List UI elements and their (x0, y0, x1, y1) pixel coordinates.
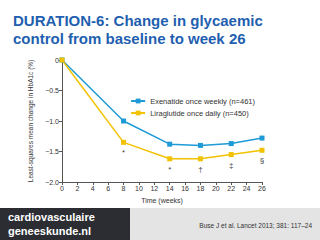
svg-text:*: * (168, 165, 171, 174)
svg-text:0: 0 (60, 185, 64, 192)
svg-text:12: 12 (150, 185, 158, 192)
svg-text:Time (weeks): Time (weeks) (141, 197, 183, 205)
svg-text:2: 2 (75, 185, 79, 192)
svg-text:*: * (122, 148, 125, 157)
svg-text:Exenatide once weekly (n=461): Exenatide once weekly (n=461) (150, 97, 255, 106)
svg-text:14: 14 (166, 185, 174, 192)
svg-text:Least-squares mean change in H: Least-squares mean change in HbA1c (%) (27, 60, 35, 182)
svg-text:DURATION-6: Change in glycaemi: DURATION-6: Change in glycaemic (13, 12, 267, 29)
svg-text:Buse J et al. Lancet 2013; 381: Buse J et al. Lancet 2013; 381: 117–24 (199, 222, 312, 229)
svg-text:−0.5: −0.5 (45, 87, 59, 94)
svg-text:4: 4 (91, 185, 95, 192)
svg-text:−1.0: −1.0 (45, 118, 59, 125)
svg-text:6: 6 (106, 185, 110, 192)
svg-text:20: 20 (212, 185, 220, 192)
svg-text:16: 16 (181, 185, 189, 192)
svg-text:cardiovasculaire: cardiovasculaire (8, 211, 95, 223)
svg-text:18: 18 (197, 185, 205, 192)
svg-text:0: 0 (55, 57, 59, 64)
svg-text:Liraglutide once daily (n=450): Liraglutide once daily (n=450) (150, 109, 249, 118)
svg-text:26: 26 (258, 185, 266, 192)
svg-text:−1.5: −1.5 (45, 148, 59, 155)
svg-text:§: § (260, 156, 264, 165)
svg-text:†: † (198, 165, 202, 174)
svg-text:geneeskunde.nl: geneeskunde.nl (8, 225, 91, 237)
svg-text:24: 24 (243, 185, 251, 192)
svg-text:control from baseline to week: control from baseline to week 26 (13, 30, 246, 47)
svg-text:10: 10 (135, 185, 143, 192)
svg-text:22: 22 (227, 185, 235, 192)
svg-text:8: 8 (122, 185, 126, 192)
svg-text:−2.0: −2.0 (45, 179, 59, 186)
svg-text:‡: ‡ (229, 161, 233, 170)
